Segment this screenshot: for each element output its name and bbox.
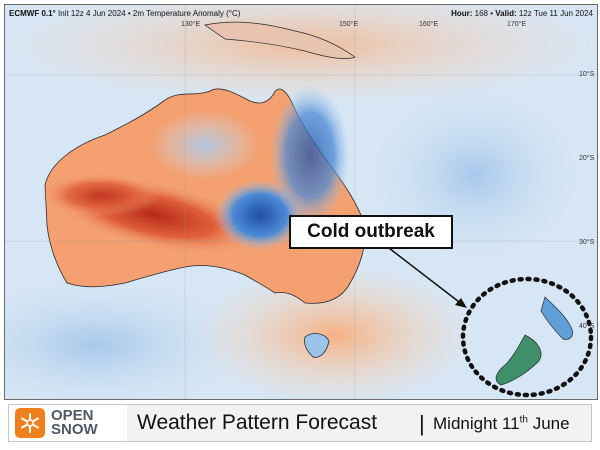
footer-title: Weather Pattern Forecast: [137, 411, 378, 434]
logo-wordmark: OPEN SNOW: [51, 407, 98, 438]
date-prefix: Midnight 11: [433, 414, 520, 433]
longitude-label: 130°E: [181, 21, 201, 28]
latitude-label: 10°S: [579, 71, 595, 78]
tasmania-landmass: [304, 333, 330, 358]
warm-anomaly-west: [40, 173, 160, 217]
anomaly-map-canvas: [5, 5, 597, 399]
model-name: ECMWF 0.1°: [9, 9, 56, 18]
logo-text-bottom: SNOW: [51, 421, 98, 438]
new-zealand-north-island: [540, 296, 573, 340]
new-zealand-south-island: [495, 334, 542, 386]
field-name: 2m Temperature Anomaly (°C): [132, 9, 241, 18]
init-time: Init 12z 4 Jun 2024: [58, 9, 126, 18]
bight-warm-sea: [195, 265, 475, 399]
latitude-label: 40°S: [579, 323, 595, 330]
snowflake-icon: [15, 408, 45, 438]
separator-dot: •: [490, 9, 496, 18]
cold-outbreak-callout: Cold outbreak: [289, 215, 453, 249]
nz-highlight-ring: [460, 276, 594, 398]
valid-time-header: Hour: 168 • Valid: 12z Tue 11 Jun 2024: [451, 9, 593, 23]
north-warm-sea: [5, 5, 597, 105]
forecast-map: ECMWF 0.1° Init 12z 4 Jun 2024 • 2m Temp…: [4, 4, 598, 400]
hour-value: 168: [474, 9, 489, 18]
hour-label: Hour:: [451, 9, 473, 18]
logo-text-top: OPEN: [51, 407, 94, 424]
cold-anomaly-queensland: [270, 85, 350, 225]
latitude-label: 20°S: [579, 155, 595, 162]
valid-value: 12z Tue 11 Jun 2024: [518, 9, 593, 18]
callout-arrowhead: [455, 298, 467, 308]
date-suffix: th: [519, 414, 528, 426]
longitude-label: 170°E: [507, 21, 527, 28]
southern-ocean-cool: [5, 275, 255, 399]
date-month: June: [527, 414, 570, 433]
model-info-header: ECMWF 0.1° Init 12z 4 Jun 2024 • 2m Temp…: [9, 9, 240, 23]
footer-banner: OPEN SNOW Weather Pattern Forecast | Mid…: [8, 404, 592, 442]
valid-label: Valid:: [495, 9, 517, 18]
cool-anomaly-north: [150, 110, 260, 180]
footer-separator: |: [419, 411, 425, 436]
footer-date: Midnight 11th June: [433, 414, 570, 434]
latitude-label: 30°S: [579, 239, 595, 246]
separator-dot: •: [127, 9, 133, 18]
callout-arrow-line: [384, 244, 464, 306]
longitude-label: 160°E: [419, 21, 439, 28]
longitude-label: 150°E: [339, 21, 359, 28]
opensnow-logo: OPEN SNOW: [9, 405, 127, 441]
